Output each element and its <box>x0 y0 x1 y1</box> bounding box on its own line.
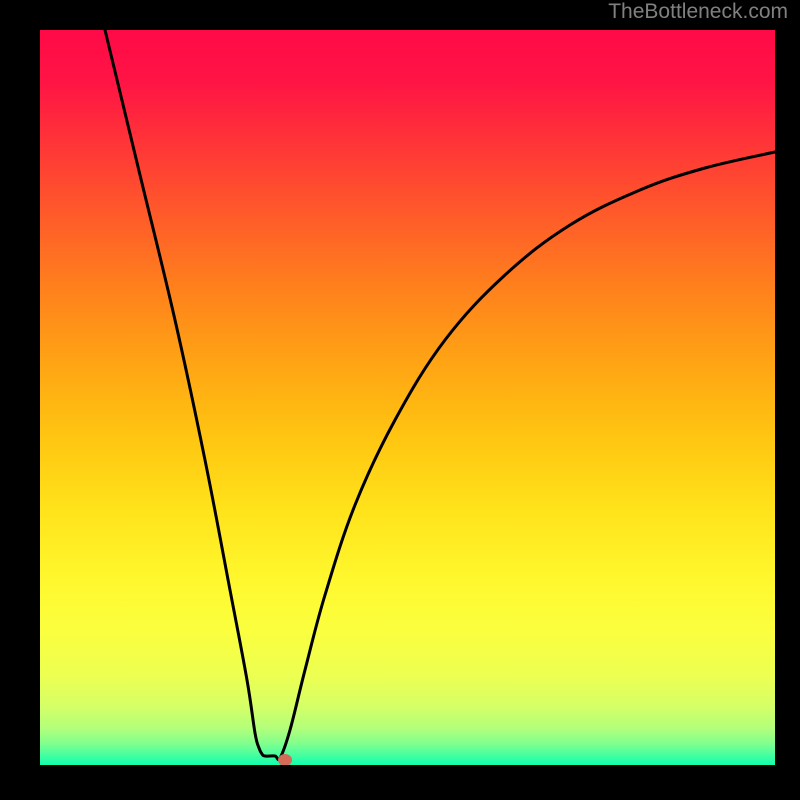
curve-layer <box>40 30 775 765</box>
plot-area <box>40 30 775 765</box>
chart-container: TheBottleneck.com <box>0 0 800 800</box>
watermark-text: TheBottleneck.com <box>608 0 788 24</box>
bottleneck-curve <box>105 30 775 760</box>
